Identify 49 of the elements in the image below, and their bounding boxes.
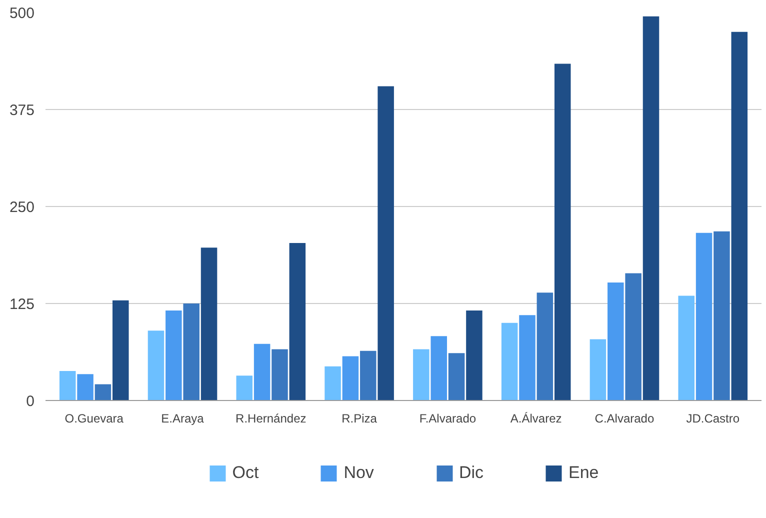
- bar: [272, 349, 288, 400]
- bar: [413, 349, 430, 400]
- bar: [77, 374, 94, 400]
- bar: [501, 322, 518, 400]
- x-tick-label: JD.Castro: [686, 412, 740, 426]
- bar: [430, 336, 447, 400]
- bar: [112, 300, 129, 400]
- y-tick-label: 250: [9, 199, 35, 216]
- bar: [608, 282, 624, 400]
- bar: [289, 242, 306, 400]
- bar: [466, 310, 482, 400]
- bar: [200, 248, 218, 400]
- y-tick-label: 125: [9, 296, 35, 313]
- bar: [625, 273, 642, 400]
- y-tick-label: 0: [26, 393, 34, 410]
- y-tick-label: 500: [9, 5, 35, 22]
- bar: [378, 86, 394, 400]
- bar: [554, 64, 571, 400]
- x-tick-label: C.Alvarado: [594, 412, 654, 426]
- bar: [342, 356, 359, 400]
- bar: [183, 304, 200, 400]
- bar: [714, 231, 730, 400]
- bar: [642, 16, 660, 400]
- x-tick-label: F.Alvarado: [419, 412, 476, 426]
- legend-label: Dic: [458, 463, 484, 483]
- bar: [731, 32, 748, 400]
- bar: [696, 232, 712, 400]
- bar: [519, 315, 536, 400]
- bar: [448, 353, 465, 400]
- bar: [536, 292, 554, 400]
- y-tick-label: 375: [9, 102, 35, 119]
- x-tick-label: O.Guevara: [64, 412, 124, 426]
- legend-label: Nov: [344, 463, 374, 483]
- bar: [236, 376, 253, 400]
- x-tick-label: R.Piza: [342, 412, 378, 426]
- bar: [94, 384, 112, 400]
- bar: [678, 296, 694, 400]
- bar: [166, 310, 182, 400]
- bar: [324, 366, 341, 400]
- bar: [590, 339, 606, 400]
- legend-label: Oct: [232, 463, 259, 483]
- x-tick-label: A.Álvarez: [510, 412, 562, 426]
- bar: [59, 371, 76, 400]
- x-tick-label: R.Hernández: [236, 412, 306, 426]
- bar: [254, 344, 270, 400]
- bar: [360, 350, 376, 400]
- legend-label: Ene: [568, 463, 599, 483]
- bar: [148, 330, 164, 400]
- x-tick-label: E.Araya: [161, 412, 204, 426]
